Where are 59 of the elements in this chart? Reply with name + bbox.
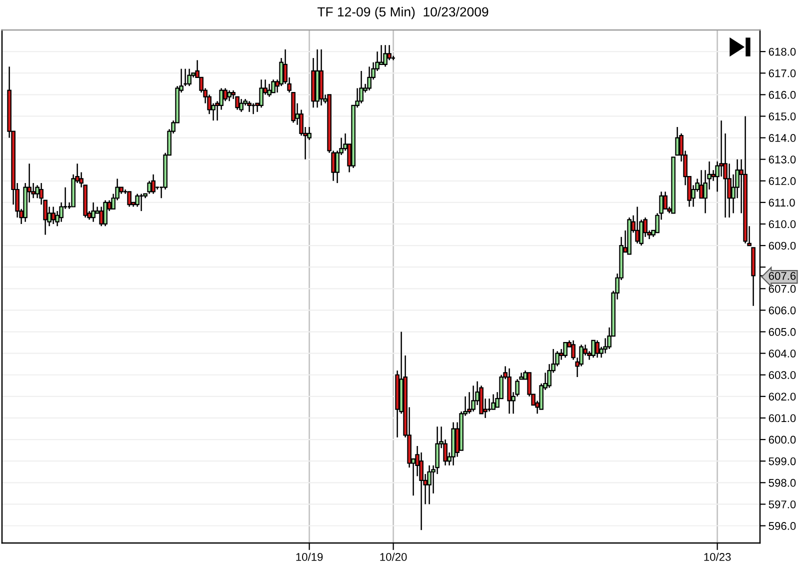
y-tick-label: 607.6 [768,272,796,280]
candlestick [51,206,56,225]
y-tick-label: 603.0 [768,371,796,380]
candlestick [663,191,668,210]
y-tick-label: 596.0 [768,522,796,530]
candlestick [507,368,512,414]
y-tick-label: 599.0 [768,457,796,466]
y-tick-label: 601.0 [768,414,796,422]
candlestick [387,44,392,61]
y-tick-label: 614.0 [768,134,796,142]
y-tick-label: 618.0 [768,48,796,56]
candlestick [267,83,272,98]
candlestick [247,100,252,113]
candlestick [491,394,496,410]
y-tick-label: 617.0 [768,69,796,78]
y-tick-label: 607.0 [768,284,796,293]
y-tick-label: 597.0 [768,500,796,508]
candlestick [91,202,96,222]
x-tick-label: 10/19 [296,552,323,561]
y-tick-label: 598.0 [768,478,796,487]
candlestick [227,90,232,102]
candlestick [635,206,640,244]
y-tick-label: 612.0 [768,177,796,186]
y-tick-label: 602.0 [768,392,796,401]
candlestick [367,66,372,91]
y-tick-label: 610.0 [768,220,796,228]
candlestick [103,200,108,227]
y-tick-label: 609.0 [768,242,796,250]
chart-title: TF 12-09 (5 Min) 10/23/2009 [317,6,488,20]
candlestick [127,191,132,208]
y-tick-label: 615.0 [768,112,796,120]
candlestick [271,78,276,94]
candlestick [151,174,156,194]
candlestick [563,342,568,358]
candlestick [239,98,244,113]
y-tick-label: 613.0 [768,156,796,164]
y-tick-label: 604.0 [768,350,796,358]
x-tick-label: 10/23 [704,552,731,561]
candlestick [595,340,600,358]
y-tick-label: 606.0 [768,306,796,314]
candlestick [223,88,228,102]
candlestick [711,169,716,182]
candlestick [383,44,388,68]
candlestick [379,44,384,66]
candlestick [699,169,704,199]
y-tick-label: 611.0 [768,198,795,207]
y-tick-label: 616.0 [768,90,796,99]
candlestick [99,206,104,227]
candlestick [147,180,152,194]
candlestick [259,78,264,108]
candlestick [359,70,364,104]
candlestick [591,340,596,358]
candlestick [427,464,432,505]
y-tick-label: 605.0 [768,328,796,336]
candlestick [187,68,192,87]
y-tick-label: 600.0 [768,436,796,444]
candlestick [135,193,140,208]
candlestick [471,385,476,412]
x-tick-label: 10/20 [380,552,407,561]
